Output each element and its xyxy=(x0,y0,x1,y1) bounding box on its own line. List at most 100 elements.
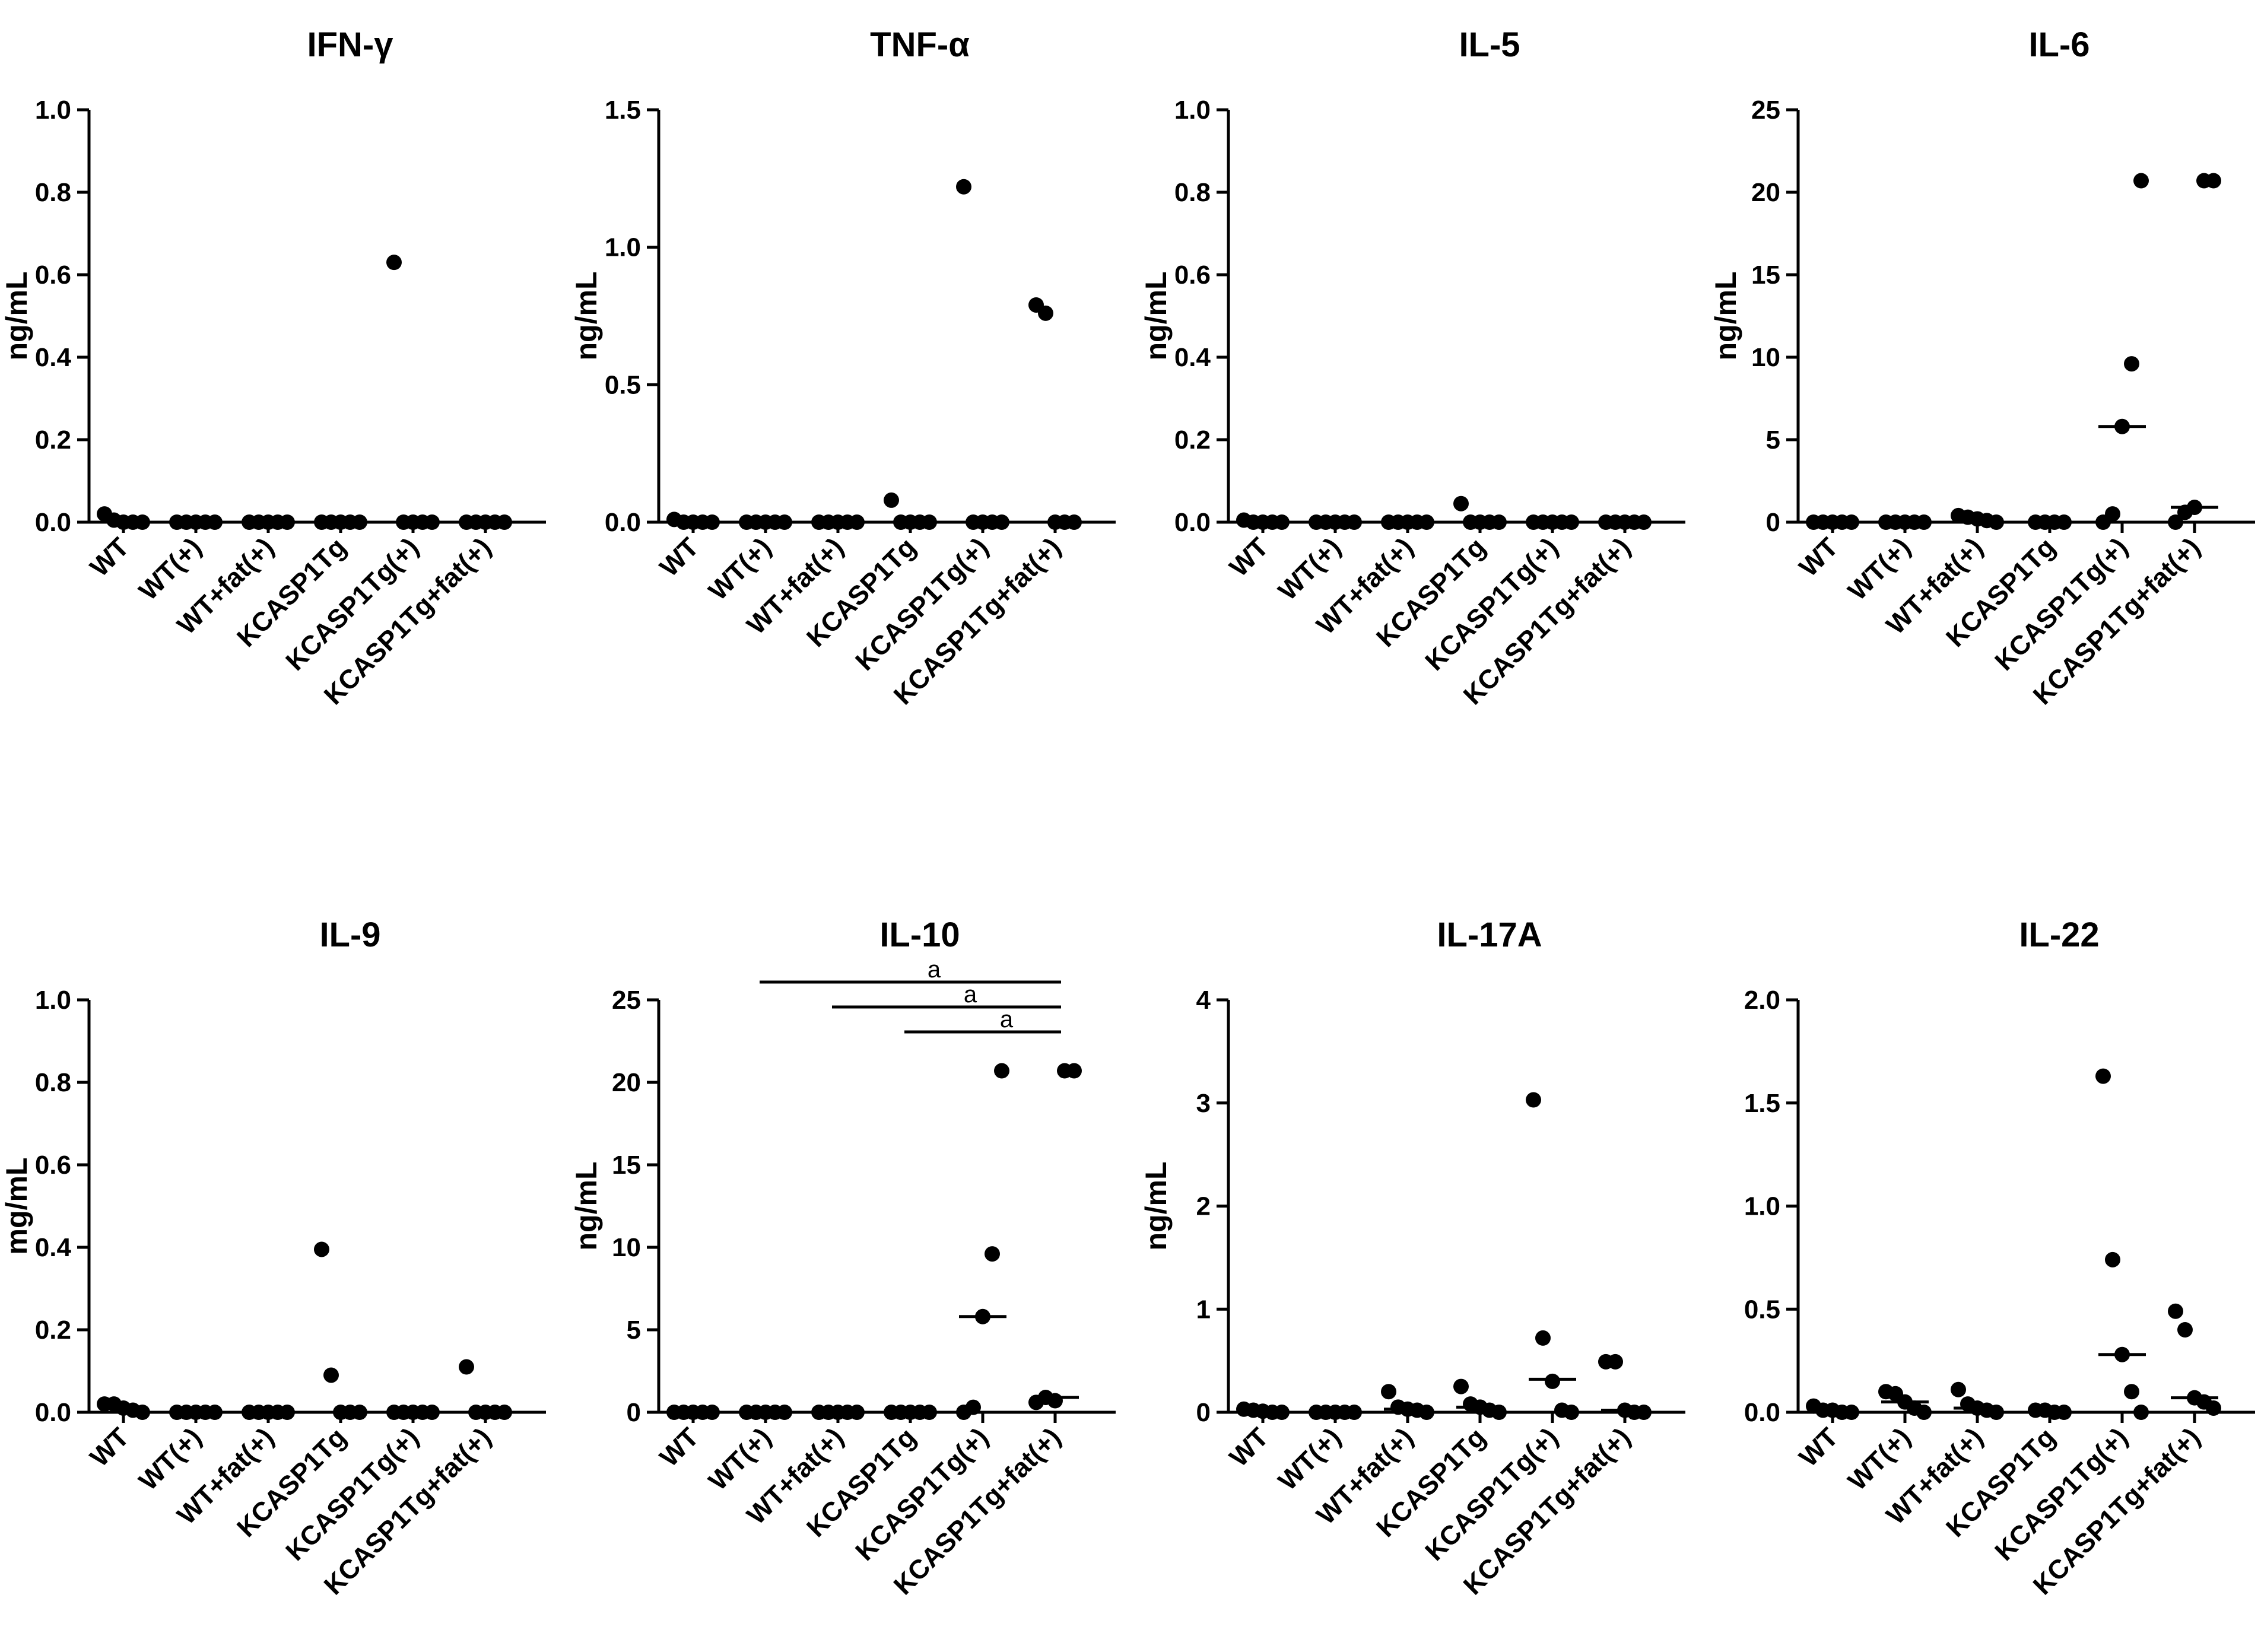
y-tick-label: 0.8 xyxy=(35,1068,71,1097)
y-axis-label: ng/mL xyxy=(1139,1162,1173,1251)
chart-panel-7: IL-220.00.51.01.52.0WTWT(+)WT+fat(+)KCAS… xyxy=(1744,916,2255,1600)
data-point xyxy=(386,255,402,271)
x-tick-label: WT xyxy=(1224,532,1275,583)
x-tick-label: WT xyxy=(84,532,135,583)
chart-title: IL-10 xyxy=(879,916,960,954)
y-tick-label: 0.0 xyxy=(1174,508,1211,537)
chart-panel-4: IL-90.00.20.40.60.81.0mg/mLWTWT(+)WT+fat… xyxy=(0,916,546,1600)
data-point xyxy=(323,1367,339,1383)
y-tick-label: 0.4 xyxy=(35,1233,72,1262)
significance-label: a xyxy=(1000,1006,1014,1032)
y-tick-label: 0.8 xyxy=(1174,178,1211,207)
y-tick-label: 0.4 xyxy=(35,343,72,372)
data-point xyxy=(2177,1322,2193,1338)
y-tick-label: 0.0 xyxy=(605,508,641,537)
data-point xyxy=(1038,305,1053,321)
y-tick-label: 0.2 xyxy=(35,1316,71,1345)
chart-title: TNF-α xyxy=(870,26,970,64)
data-point xyxy=(1844,1405,1859,1420)
data-point xyxy=(2105,1251,2120,1267)
y-tick-label: 10 xyxy=(612,1233,641,1262)
y-tick-label: 0.0 xyxy=(1744,1398,1780,1427)
chart-title: IL-6 xyxy=(2028,26,2089,64)
y-tick-label: 0.8 xyxy=(35,178,71,207)
y-axis-label: mg/mL xyxy=(0,1158,33,1255)
x-tick-label: WT xyxy=(1224,1422,1275,1473)
y-tick-label: 20 xyxy=(1751,178,1780,207)
chart-panel-2: IL-50.00.20.40.60.81.0ng/mLWTWT(+)WT+fat… xyxy=(1139,26,1685,710)
y-tick-label: 25 xyxy=(1751,96,1780,125)
data-point xyxy=(2105,506,2120,522)
y-tick-label: 0 xyxy=(627,1398,641,1427)
y-tick-label: 0.0 xyxy=(35,1398,71,1427)
chart-title: IL-5 xyxy=(1459,26,1520,64)
y-tick-label: 25 xyxy=(612,986,641,1015)
x-tick-label: WT xyxy=(1793,1422,1844,1473)
data-point xyxy=(966,1399,981,1415)
y-tick-label: 10 xyxy=(1751,343,1780,372)
y-tick-label: 1 xyxy=(1196,1295,1211,1324)
data-point xyxy=(1564,1405,1579,1420)
data-point xyxy=(1419,1405,1434,1420)
y-tick-label: 15 xyxy=(612,1151,641,1180)
data-point xyxy=(1636,1405,1652,1420)
x-tick-label: WT xyxy=(1793,532,1844,583)
x-tick-label: WT xyxy=(654,532,705,583)
data-point xyxy=(2168,514,2183,530)
y-tick-label: 0.5 xyxy=(605,370,641,399)
data-point xyxy=(1453,1378,1469,1394)
data-point xyxy=(1066,1063,1082,1079)
y-tick-label: 15 xyxy=(1751,260,1780,290)
chart-title: IFN-γ xyxy=(307,26,394,64)
y-tick-label: 2 xyxy=(1196,1192,1211,1221)
data-point xyxy=(2206,1400,2221,1416)
y-tick-label: 0 xyxy=(1196,1398,1211,1427)
y-tick-label: 5 xyxy=(627,1316,641,1345)
significance-label: a xyxy=(964,981,977,1008)
data-point xyxy=(1535,1330,1551,1346)
data-point xyxy=(1916,1405,1932,1420)
data-point xyxy=(1608,1354,1623,1370)
x-tick-label: WT xyxy=(84,1422,135,1473)
y-tick-label: 0 xyxy=(1766,508,1780,537)
chart-panel-5: IL-100510152025ng/mLWTWT(+)WT+fat(+)KCAS… xyxy=(570,916,1116,1600)
data-point xyxy=(2133,1405,2149,1420)
data-point xyxy=(2095,1068,2111,1084)
data-point xyxy=(314,1241,329,1257)
y-tick-label: 1.5 xyxy=(1744,1089,1780,1118)
data-point xyxy=(2168,1303,2183,1319)
y-tick-label: 2.0 xyxy=(1744,986,1780,1015)
chart-title: IL-22 xyxy=(2019,916,2099,954)
y-axis-label: ng/mL xyxy=(0,272,33,361)
chart-panel-6: IL-17A01234ng/mLWTWT(+)WT+fat(+)KCASP1Tg… xyxy=(1139,916,1685,1600)
y-tick-label: 0.2 xyxy=(1174,425,1211,455)
y-axis-label: ng/mL xyxy=(570,272,603,361)
chart-panel-1: TNF-α0.00.51.01.5ng/mLWTWT(+)WT+fat(+)KC… xyxy=(570,26,1116,710)
data-point xyxy=(2124,356,2139,372)
data-point xyxy=(994,1063,1009,1079)
y-tick-label: 1.0 xyxy=(1174,96,1211,125)
data-point xyxy=(459,1359,474,1375)
y-tick-label: 1.0 xyxy=(605,233,641,262)
chart-title: IL-17A xyxy=(1437,916,1542,954)
y-tick-label: 1.0 xyxy=(1744,1192,1780,1221)
y-tick-label: 20 xyxy=(612,1068,641,1097)
data-point xyxy=(1989,514,2004,530)
y-tick-label: 0.6 xyxy=(35,260,71,290)
y-tick-label: 0.0 xyxy=(35,508,71,537)
data-point xyxy=(956,179,971,195)
y-tick-label: 1.5 xyxy=(605,96,641,125)
data-point xyxy=(2133,173,2149,189)
data-point xyxy=(884,492,899,508)
data-point xyxy=(1047,1393,1063,1409)
data-point xyxy=(1381,1384,1396,1400)
data-point xyxy=(985,1246,1000,1262)
x-tick-label: WT xyxy=(654,1422,705,1473)
y-tick-label: 3 xyxy=(1196,1089,1211,1118)
data-point xyxy=(1545,1373,1560,1389)
y-tick-label: 0.4 xyxy=(1174,343,1211,372)
y-tick-label: 0.6 xyxy=(35,1151,71,1180)
significance-label: a xyxy=(928,957,941,983)
y-tick-label: 1.0 xyxy=(35,96,71,125)
